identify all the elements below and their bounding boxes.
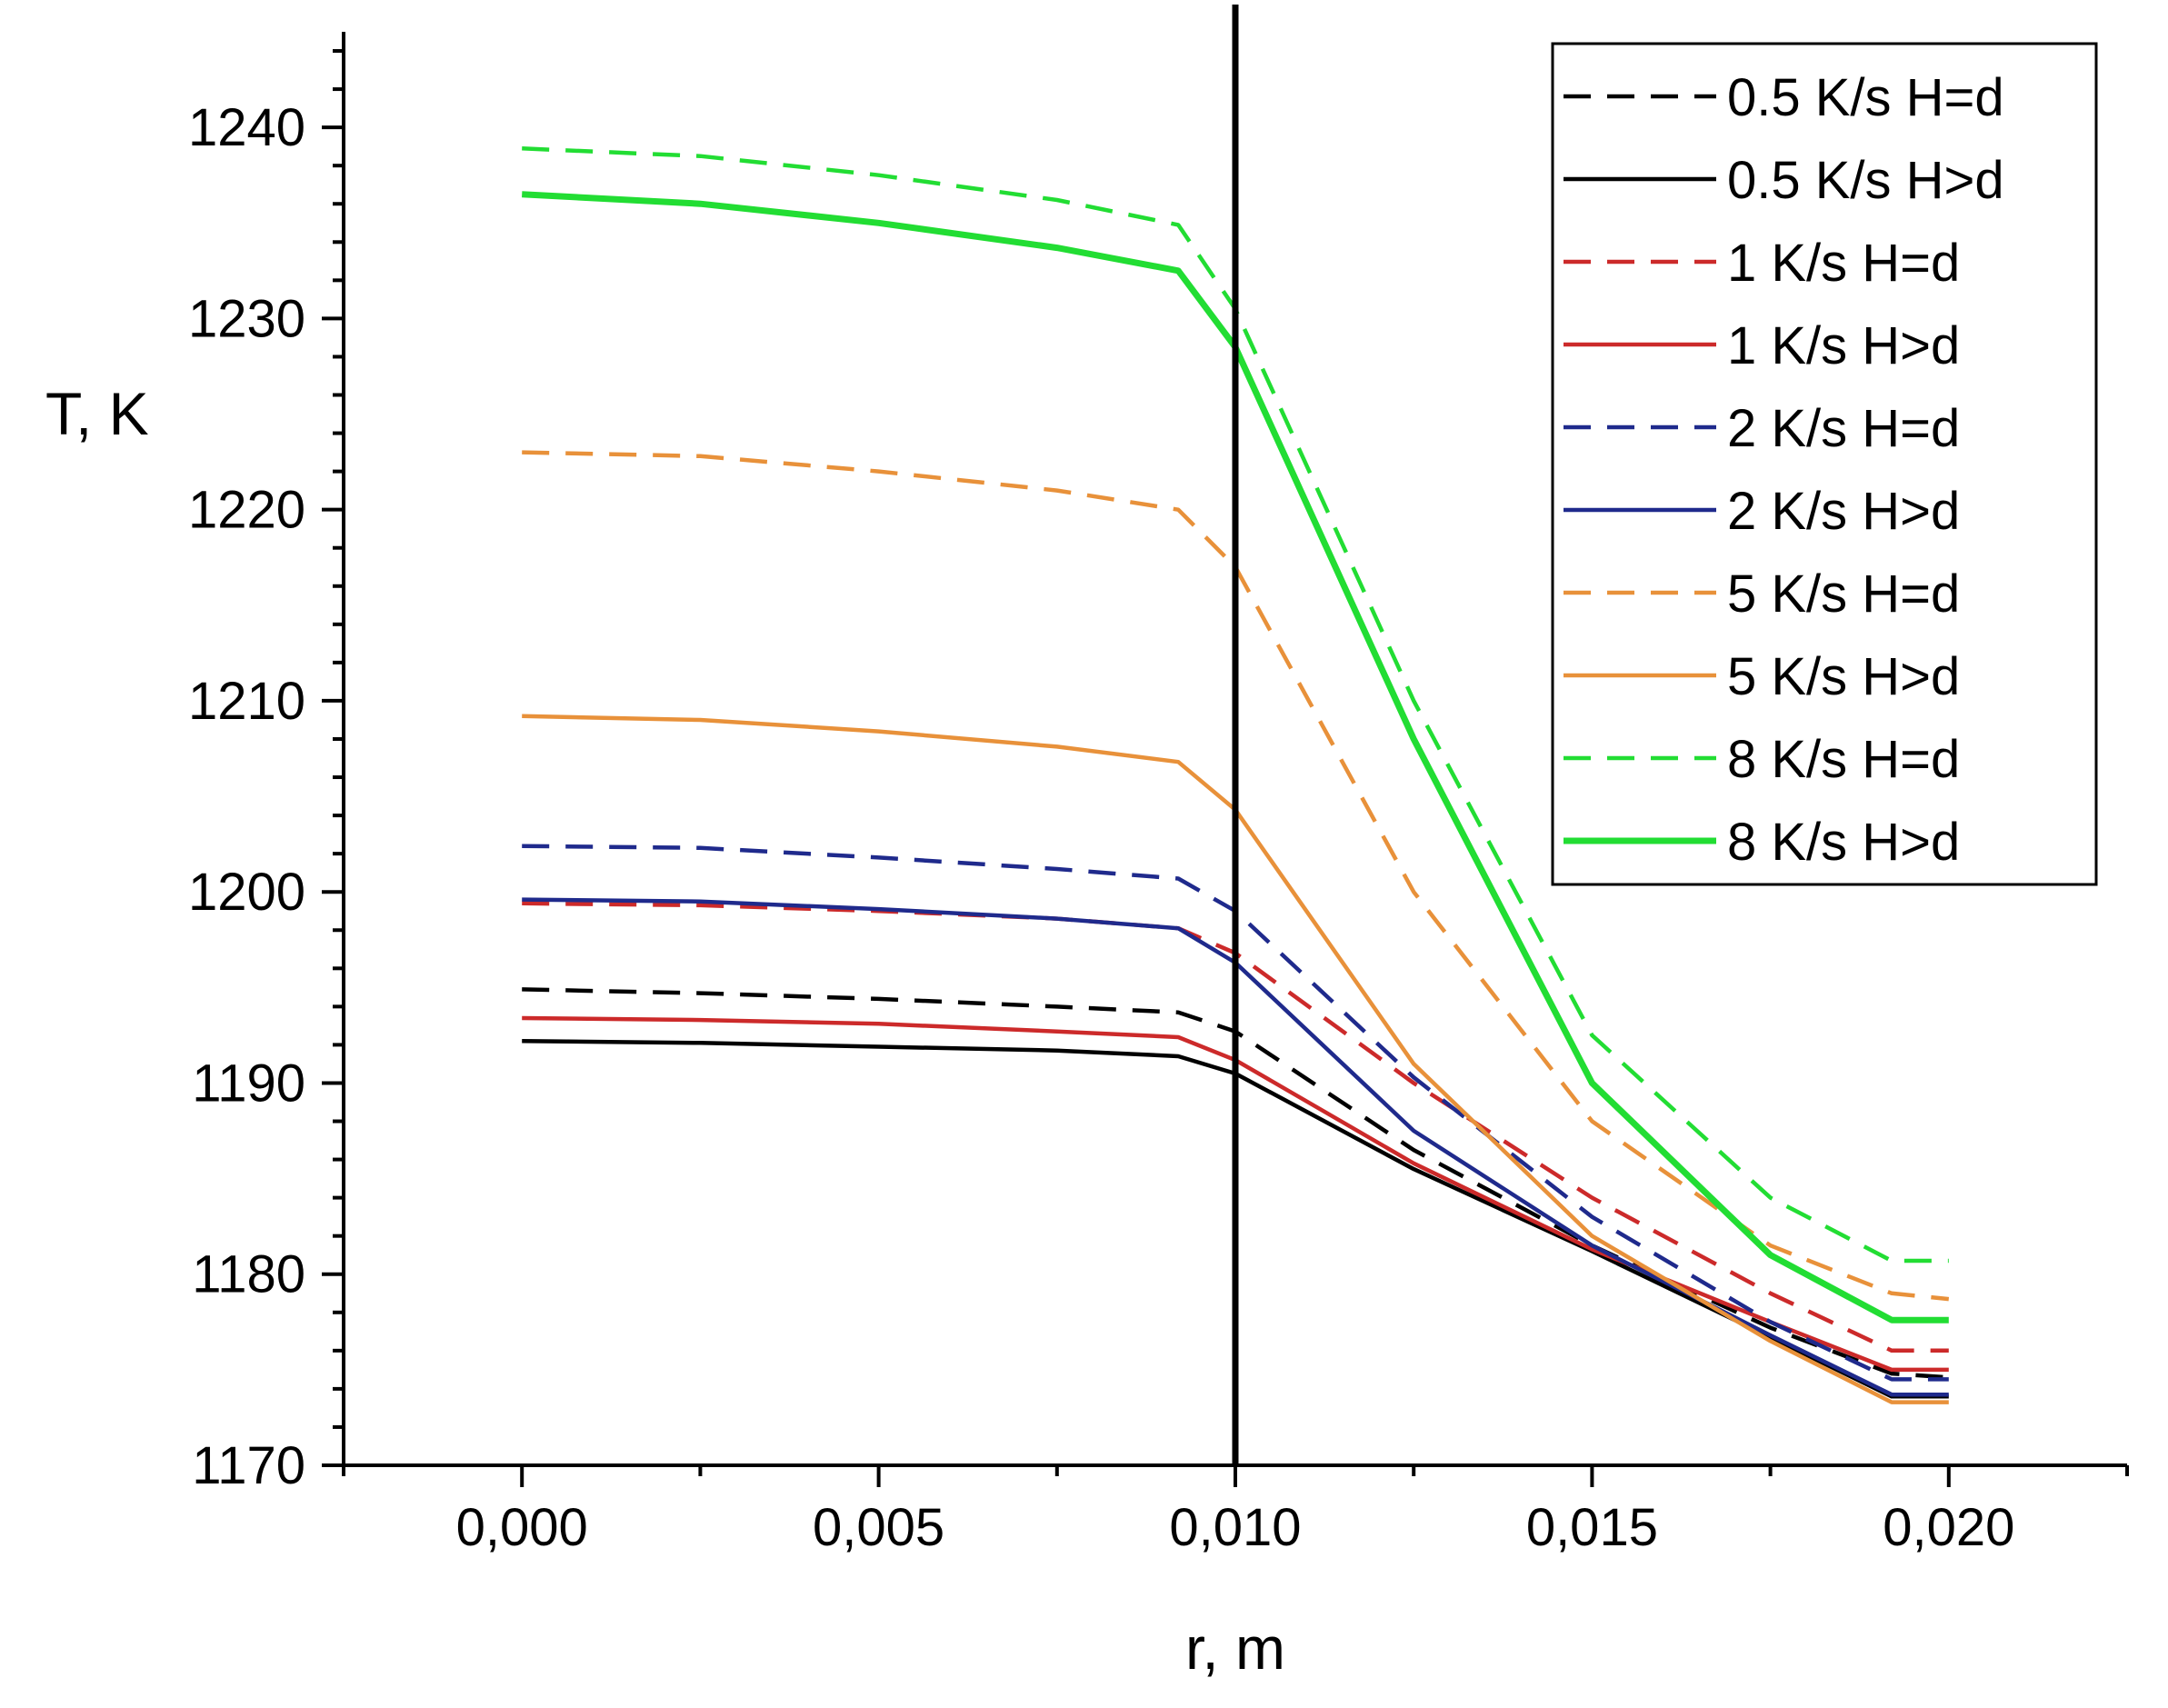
legend-label-10: 8 K/s H>d — [1727, 813, 1960, 872]
y-tick-label: 1180 — [192, 1245, 305, 1304]
series-line-7 — [522, 450, 1950, 1302]
y-tick-label: 1210 — [188, 672, 305, 731]
y-tick-label: 1200 — [188, 863, 305, 922]
y-ticks: 1170 1180 1190 1200 1210 1220 1230 1240 — [188, 49, 344, 1495]
legend: 0.5 K/s H=d 0.5 K/s H>d 1 K/s H=d 1 K/s H>d… — [1551, 42, 2098, 886]
legend-label-6: 2 K/s H>d — [1727, 482, 1960, 541]
legend-label-2: 0.5 K/s H>d — [1727, 151, 2004, 210]
legend-label-1: 0.5 K/s H=d — [1727, 68, 2004, 127]
y-tick-label: 1240 — [188, 98, 305, 157]
x-tick-label: 0,005 — [813, 1498, 944, 1557]
y-axis-title: T, K — [45, 380, 149, 447]
y-tick-label: 1170 — [192, 1436, 305, 1495]
legend-label-4: 1 K/s H>d — [1727, 316, 1960, 375]
x-tick-label: 0,010 — [1169, 1498, 1301, 1557]
x-tick-label: 0,020 — [1883, 1498, 2014, 1557]
y-tick-label: 1190 — [192, 1054, 305, 1113]
y-tick-label: 1230 — [188, 289, 305, 348]
legend-label-3: 1 K/s H=d — [1727, 234, 1960, 293]
legend-items: 0.5 K/s H=d 0.5 K/s H>d 1 K/s H=d 1 K/s H>d… — [1564, 68, 2004, 872]
legend-label-5: 2 K/s H=d — [1727, 399, 1960, 458]
x-ticks: 0,000 0,005 0,010 0,015 0,020 — [342, 1465, 2129, 1557]
legend-label-9: 8 K/s H=d — [1727, 730, 1960, 789]
legend-box — [1551, 42, 2098, 886]
legend-label-8: 5 K/s H>d — [1727, 647, 1960, 706]
x-tick-label: 0,000 — [456, 1498, 588, 1557]
x-tick-label: 0,015 — [1526, 1498, 1658, 1557]
x-axis-title: r, m — [1185, 1614, 1285, 1682]
y-tick-label: 1220 — [188, 481, 305, 540]
legend-label-7: 5 K/s H=d — [1727, 564, 1960, 624]
